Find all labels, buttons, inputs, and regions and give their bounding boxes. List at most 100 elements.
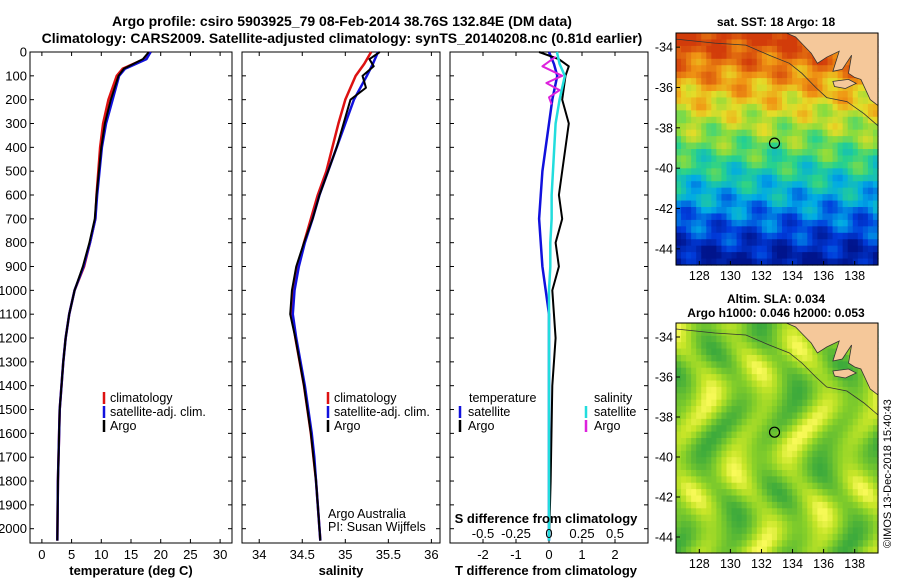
map-cell [736, 399, 743, 407]
map-cell [867, 110, 874, 118]
map-cell [802, 194, 808, 202]
map-cell [792, 412, 798, 420]
map-cell [716, 174, 723, 182]
map-cell [771, 393, 778, 401]
map-cell [847, 533, 854, 541]
map-cell [761, 508, 768, 516]
map-cell [817, 252, 824, 260]
map-cell [756, 65, 763, 73]
map-cell [701, 482, 707, 490]
map-cell [837, 418, 844, 426]
map-cell [847, 142, 854, 150]
map-cell [691, 323, 697, 330]
map-cell [696, 438, 702, 445]
map-cell [777, 232, 783, 240]
map-cell [756, 129, 763, 137]
map-cell [681, 226, 687, 234]
map-cell [777, 533, 783, 541]
map-cell [706, 91, 712, 99]
map-cell [817, 187, 824, 195]
map-cell [706, 482, 712, 490]
map-cell [862, 232, 869, 240]
salinity-panel-frame [241, 51, 441, 544]
map-cell [726, 219, 733, 227]
map-cell [711, 168, 717, 176]
map-cell [817, 58, 824, 66]
map-cell [761, 97, 768, 105]
map-cell [761, 399, 768, 407]
map-cell [817, 219, 824, 227]
map-cell [766, 329, 773, 337]
map-cell [711, 116, 717, 124]
map-cell [842, 239, 849, 247]
map-cell [832, 252, 839, 260]
map-cell [726, 533, 733, 541]
map-cell [706, 450, 712, 458]
map-cell [691, 142, 697, 150]
map-cell [761, 386, 768, 394]
map-cell [721, 45, 728, 53]
map-cell [782, 168, 788, 176]
map-cell [726, 103, 733, 111]
map-cell [812, 239, 818, 247]
map-cell [746, 469, 753, 477]
map-cell [782, 45, 788, 53]
map-cell [736, 508, 743, 516]
map-cell [782, 457, 788, 465]
map-cell [746, 540, 753, 548]
map-cell [792, 194, 798, 202]
map-cell [706, 149, 712, 157]
map-cell [761, 521, 768, 529]
map-cell [706, 161, 712, 169]
map-cell [792, 438, 798, 445]
map-cell [691, 200, 697, 208]
map-cell [812, 110, 818, 118]
map-cell [746, 45, 753, 53]
map-cell [771, 508, 778, 516]
map-cell [867, 136, 874, 144]
map-cell [827, 527, 834, 535]
map-cell [701, 142, 707, 150]
map-cell [847, 136, 854, 144]
map-cell [731, 508, 738, 516]
map-cell [681, 457, 687, 465]
map-cell [746, 393, 753, 401]
map-cell [847, 116, 854, 124]
map-cell [857, 380, 864, 388]
map-cell [837, 207, 844, 215]
map-cell [696, 329, 702, 337]
map-cell [792, 431, 798, 439]
map-cell [862, 425, 869, 433]
map-cell [777, 239, 783, 247]
map-cell [771, 245, 778, 253]
map-cell [817, 232, 824, 240]
map-cell [716, 194, 723, 202]
map-cell [797, 136, 803, 144]
map-cell [817, 136, 824, 144]
lat-tick-label: -36 [655, 81, 673, 95]
map-cell [802, 129, 808, 137]
map-cell [701, 444, 707, 452]
map-cell [751, 495, 758, 503]
map-cell [827, 450, 834, 458]
map-cell [731, 393, 738, 401]
map-cell [777, 58, 783, 66]
map-cell [701, 97, 707, 105]
map-cell [701, 219, 707, 227]
map-cell [787, 213, 793, 221]
map-cell [842, 174, 849, 182]
map-cell [681, 52, 687, 60]
map-cell [802, 418, 808, 426]
map-cell [691, 533, 697, 541]
map-cell [701, 58, 707, 66]
map-cell [761, 463, 768, 471]
map-cell [797, 181, 803, 189]
map-cell [676, 527, 682, 535]
map-cell [691, 239, 697, 247]
s-difference-tick-label: -0.25 [501, 526, 531, 541]
map-cell [676, 540, 682, 548]
map-cell [802, 219, 808, 227]
map-cell [761, 168, 768, 176]
map-cell [736, 84, 743, 92]
map-cell [812, 136, 818, 144]
